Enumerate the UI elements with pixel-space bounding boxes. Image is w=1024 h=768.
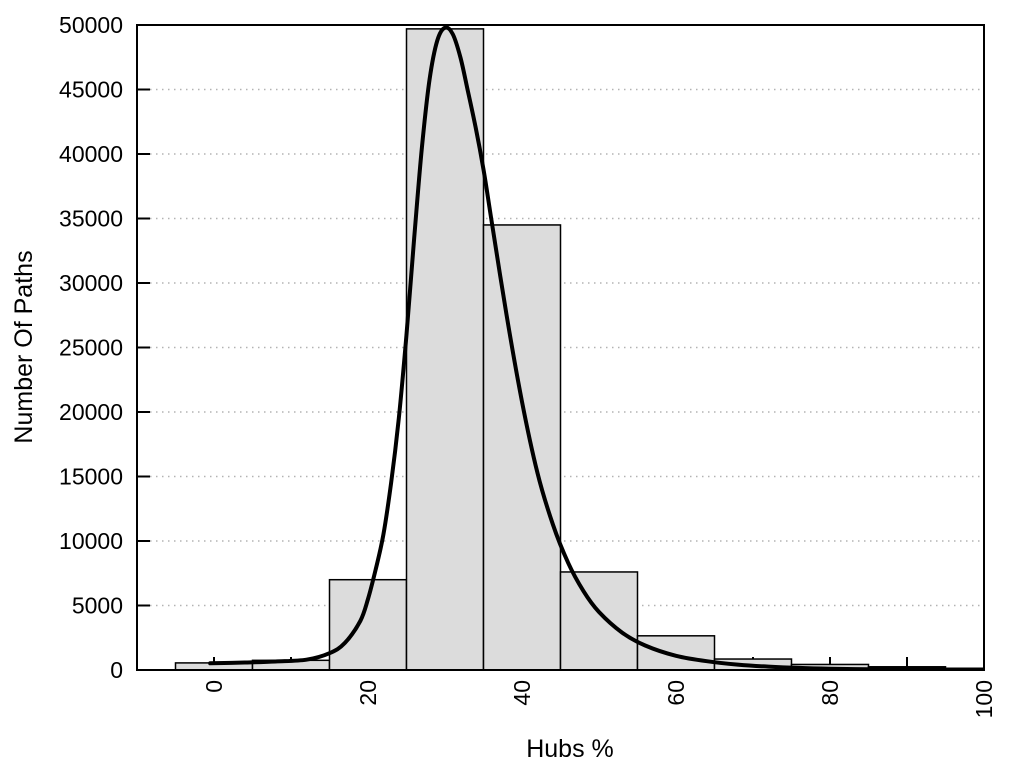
density-curve	[208, 25, 984, 671]
y-tick-label: 20000	[59, 399, 123, 425]
x-tick-label: 0	[201, 680, 227, 693]
histogram-bar	[482, 224, 562, 671]
y-tick-label: 50000	[59, 12, 123, 38]
histogram-bar	[636, 635, 716, 671]
y-tick-label: 40000	[59, 141, 123, 167]
y-tick-label: 25000	[59, 335, 123, 361]
plot-border	[136, 24, 985, 671]
y-axis-title: Number Of Paths	[10, 250, 38, 443]
histogram-bar	[405, 28, 485, 671]
y-tick-label: 15000	[59, 464, 123, 490]
x-tick-label: 40	[509, 680, 535, 706]
x-tick-label: 60	[663, 680, 689, 706]
y-tick-label: 35000	[59, 206, 123, 232]
x-tick-label: 20	[355, 680, 381, 706]
histogram-bars	[174, 28, 984, 671]
tick-labels: 0 5000 10000 15000 20000 25000 30000 35000 40000…	[59, 12, 997, 718]
y-tick-label: 30000	[59, 270, 123, 296]
density-curve-layer	[208, 25, 984, 671]
y-tick-label: 45000	[59, 77, 123, 103]
x-axis-title: Hubs %	[526, 735, 614, 763]
x-tick-label: 80	[817, 680, 843, 706]
y-tick-label: 10000	[59, 528, 123, 554]
y-tick-label: 5000	[72, 593, 123, 619]
x-tick-label: 100	[971, 680, 997, 718]
histogram-bar	[559, 571, 639, 671]
y-tick-label: 0	[110, 657, 123, 683]
